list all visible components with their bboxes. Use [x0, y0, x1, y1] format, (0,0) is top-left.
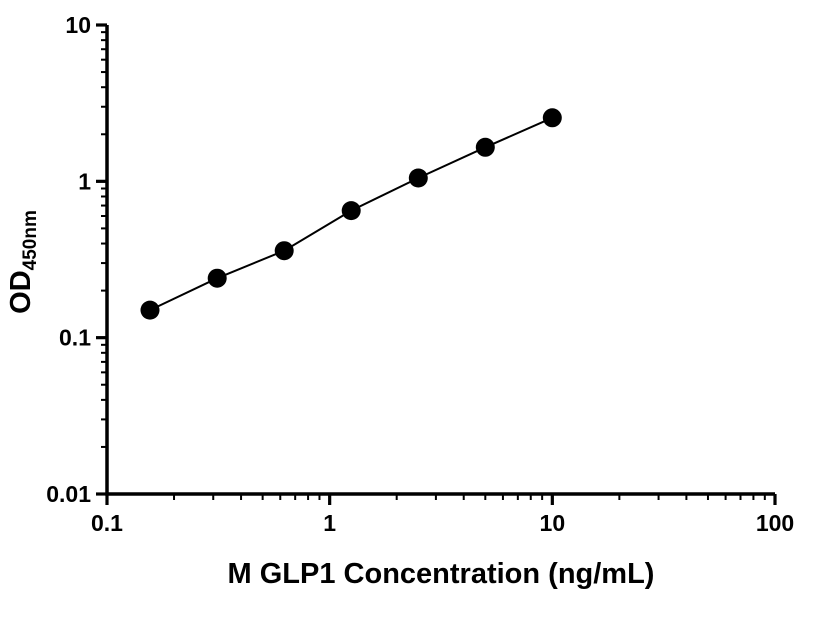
x-tick-label: 100 — [756, 510, 794, 536]
x-axis-title: M GLP1 Concentration (ng/mL) — [228, 558, 655, 590]
data-point — [207, 268, 227, 288]
data-point — [542, 108, 562, 128]
axis-spines — [105, 25, 775, 496]
y-axis-title-main: OD — [5, 270, 37, 314]
y-tick-label: 1 — [78, 168, 91, 194]
data-point — [140, 300, 160, 320]
y-tick-label: 10 — [65, 12, 91, 38]
data-point — [475, 137, 495, 157]
x-tick-label: 1 — [323, 510, 336, 536]
ticks-layer — [96, 23, 777, 505]
y-tick-label: 0.1 — [59, 325, 91, 351]
x-tick-label: 0.1 — [91, 510, 123, 536]
y-axis-title: OD450nm — [5, 210, 41, 314]
y-axis-title-sub: 450nm — [20, 210, 41, 270]
data-point — [341, 201, 361, 221]
axes-layer — [105, 25, 775, 496]
x-tick-label: 10 — [540, 510, 566, 536]
data-point — [274, 241, 294, 261]
y-tick-label: 0.01 — [46, 481, 91, 507]
data-point — [408, 168, 428, 188]
series-layer — [140, 108, 562, 320]
